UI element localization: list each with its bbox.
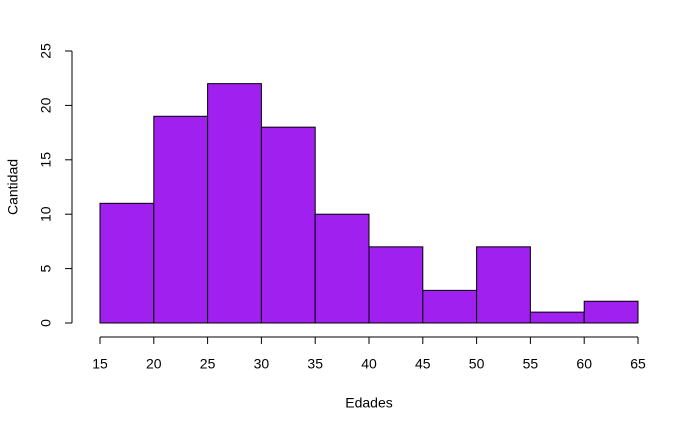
- bar: [99, 202, 155, 324]
- bar: [314, 213, 370, 324]
- x-tick-label: 35: [307, 356, 323, 372]
- x-tick-label: 30: [254, 356, 270, 372]
- bar: [583, 300, 639, 324]
- x-tick-label: 25: [200, 356, 216, 372]
- bar: [529, 311, 585, 324]
- bar: [422, 289, 478, 324]
- x-tick-label: 45: [415, 356, 431, 372]
- y-tick-label: 5: [38, 264, 54, 272]
- y-tick-label: 15: [38, 152, 54, 168]
- bar: [207, 83, 262, 324]
- x-tick-label: 60: [576, 356, 592, 372]
- bar: [153, 115, 209, 324]
- x-tick-label: 50: [469, 356, 485, 372]
- y-tick-label: 20: [38, 97, 54, 113]
- x-tick-label: 65: [630, 356, 646, 372]
- x-tick-label: 15: [92, 356, 108, 372]
- y-tick-label: 0: [38, 319, 54, 327]
- x-tick-label: 55: [523, 356, 539, 372]
- x-axis-label: Edades: [345, 395, 392, 411]
- x-tick-label: 20: [146, 356, 162, 372]
- y-tick-label: 10: [38, 206, 54, 222]
- bar: [260, 126, 316, 324]
- bar: [476, 246, 531, 324]
- x-tick-label: 40: [361, 356, 377, 372]
- y-tick-label: 25: [38, 43, 54, 59]
- y-axis-label: Cantidad: [5, 159, 21, 215]
- bar: [368, 246, 424, 324]
